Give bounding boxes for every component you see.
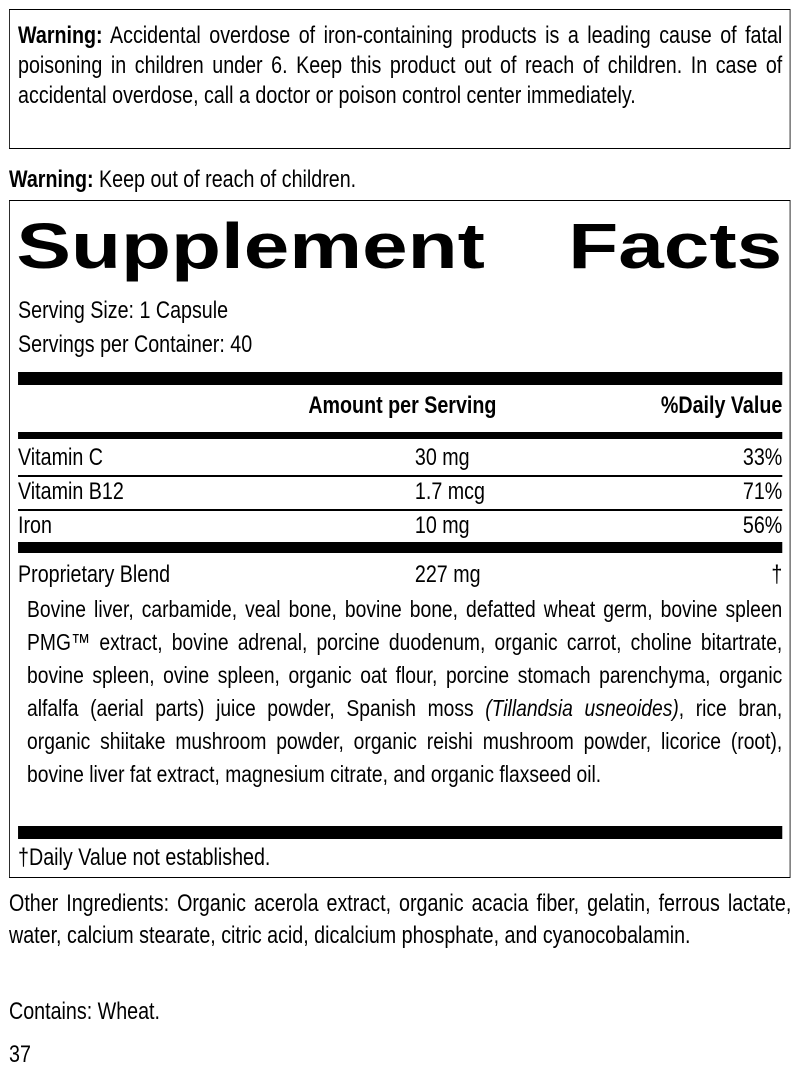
blend-ingredients: Bovine liver, carbamide, veal bone, bovi… xyxy=(27,593,782,791)
iron-warning-box xyxy=(9,9,791,149)
warning-label: Warning: xyxy=(18,22,103,49)
servings-per-container: Servings per Container: 40 xyxy=(18,331,253,358)
child-warning: Warning: Keep out of reach of children. xyxy=(9,165,788,195)
allergen-statement: Contains: Wheat. xyxy=(9,998,160,1025)
thick-divider xyxy=(18,826,783,839)
nutrient-amount: 1.7 mcg xyxy=(414,478,485,505)
dv-header: %Daily Value xyxy=(660,392,783,419)
medium-divider xyxy=(18,432,783,439)
nutrient-dv: 33% xyxy=(742,444,783,471)
blend-ingredients-text: , rice bran, organic shiitake mushroom p… xyxy=(27,695,783,787)
nutrient-name: Vitamin B12 xyxy=(18,478,124,505)
column-header: Amount per Serving %Daily Value xyxy=(18,391,782,421)
nutrient-name: Vitamin C xyxy=(18,444,103,471)
row-divider xyxy=(18,509,783,511)
iron-warning-text: Warning: Accidental overdose of iron-con… xyxy=(18,21,782,111)
footnote: †Daily Value not established. xyxy=(18,844,271,871)
other-ingredients: Other Ingredients: Organic acerola extra… xyxy=(9,890,792,949)
blend-amount: 227 mg xyxy=(414,561,481,588)
nutrient-amount: 10 mg xyxy=(414,512,470,539)
blend-row: Proprietary Blend 227 mg † xyxy=(18,560,782,590)
warning-label: Warning: xyxy=(9,166,94,193)
blend-ingredients-text: Bovine liver, carbamide, veal bone, bovi… xyxy=(27,596,783,721)
nutrient-row: Iron 10 mg 56% xyxy=(18,511,782,541)
facts-title-word1: Supplement xyxy=(16,210,485,282)
nutrient-dv: 56% xyxy=(742,512,783,539)
facts-title-word2: Facts xyxy=(568,210,783,282)
blend-name: Proprietary Blend xyxy=(18,561,171,588)
nutrient-row: Vitamin C 30 mg 33% xyxy=(18,443,782,473)
nutrient-amount: 30 mg xyxy=(414,444,470,471)
nutrient-name: Iron xyxy=(18,512,52,539)
nutrient-row: Vitamin B12 1.7 mcg 71% xyxy=(18,477,782,507)
blend-dv: † xyxy=(771,561,783,588)
blend-ingredients-italic: (Tillandsia usneoides) xyxy=(485,695,679,721)
page-number: 37 xyxy=(9,1041,31,1068)
thick-divider xyxy=(18,372,783,385)
warning-body: Accidental overdose of iron-containing p… xyxy=(18,22,783,109)
nutrient-dv: 71% xyxy=(742,478,783,505)
serving-size: Serving Size: 1 Capsule xyxy=(18,297,229,324)
amount-header: Amount per Serving xyxy=(308,392,497,419)
supplement-facts-panel xyxy=(9,200,791,878)
warning-body: Keep out of reach of children. xyxy=(93,166,357,193)
row-divider xyxy=(18,475,783,477)
thick-divider xyxy=(18,542,783,553)
